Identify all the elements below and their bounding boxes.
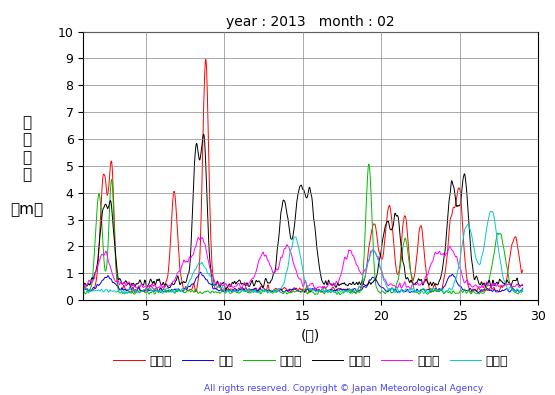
経ヶ尌 (360, 281, 367, 286)
生月島 (195, 235, 202, 240)
経ヶ尌 (228, 284, 234, 289)
屋久島 (338, 289, 345, 294)
Line: 石廀崎: 石廀崎 (83, 164, 523, 295)
上ノ国 (352, 290, 359, 295)
生月島 (80, 283, 87, 288)
屋久島 (227, 289, 234, 293)
唐桑 (227, 288, 234, 293)
生月島 (360, 270, 367, 275)
石廀崎 (474, 291, 481, 295)
石廀崎 (407, 268, 414, 273)
生月島 (474, 284, 481, 289)
石廀崎 (337, 292, 344, 297)
石廀崎 (519, 289, 526, 293)
Line: 上ノ国: 上ノ国 (83, 60, 523, 293)
唐桑 (175, 286, 182, 291)
経ヶ尌 (474, 275, 481, 280)
上ノ国 (175, 247, 182, 252)
石廀崎 (227, 291, 234, 296)
上ノ国 (202, 57, 209, 62)
屋久島 (175, 289, 182, 293)
上ノ国 (407, 268, 414, 273)
X-axis label: (日): (日) (301, 329, 320, 342)
屋久島 (487, 209, 494, 214)
経ヶ尌 (175, 276, 182, 280)
唐桑 (198, 270, 204, 275)
Legend: 上ノ国, 唐桑, 石廀崎, 経ヶ尌, 生月島, 屋久島: 上ノ国, 唐桑, 石廀崎, 経ヶ尌, 生月島, 屋久島 (113, 355, 508, 368)
唐桑 (475, 290, 482, 295)
生月島 (227, 282, 234, 287)
唐桑 (407, 290, 413, 295)
石廀崎 (338, 292, 345, 296)
石廀崎 (175, 288, 182, 293)
生月島 (338, 271, 345, 276)
生月島 (519, 282, 526, 287)
生月島 (407, 286, 414, 291)
上ノ国 (338, 287, 345, 292)
Line: 生月島: 生月島 (83, 237, 523, 289)
経ヶ尌 (200, 132, 207, 137)
Line: 屋久島: 屋久島 (83, 211, 523, 294)
石廀崎 (360, 271, 366, 276)
屋久島 (360, 278, 366, 282)
生月島 (312, 286, 319, 291)
経ヶ尌 (338, 282, 345, 286)
上ノ国 (227, 287, 234, 292)
上ノ国 (519, 268, 526, 273)
屋久島 (519, 287, 526, 292)
経ヶ尌 (223, 287, 229, 292)
上ノ国 (360, 279, 367, 284)
経ヶ尌 (407, 279, 414, 284)
石廀崎 (80, 288, 87, 293)
経ヶ尌 (80, 284, 87, 289)
唐桑 (519, 286, 526, 291)
Line: 唐桑: 唐桑 (83, 272, 523, 293)
屋久島 (473, 258, 480, 263)
石廀崎 (366, 162, 372, 166)
唐桑 (338, 287, 345, 292)
屋久島 (119, 292, 126, 296)
Text: All rights reserved. Copyright © Japan Meteorological Agency: All rights reserved. Copyright © Japan M… (204, 384, 484, 393)
屋久島 (80, 290, 87, 294)
唐桑 (360, 285, 366, 290)
Y-axis label: 有
義
波
高

（m）: 有 義 波 高 （m） (11, 115, 44, 217)
生月島 (175, 269, 182, 274)
上ノ国 (474, 288, 481, 293)
Title: year : 2013   month : 02: year : 2013 month : 02 (226, 15, 395, 29)
上ノ国 (80, 286, 87, 290)
経ヶ尌 (519, 283, 526, 288)
Line: 経ヶ尌: 経ヶ尌 (83, 134, 523, 289)
屋久島 (407, 287, 413, 292)
唐桑 (80, 288, 87, 293)
唐桑 (473, 289, 480, 293)
